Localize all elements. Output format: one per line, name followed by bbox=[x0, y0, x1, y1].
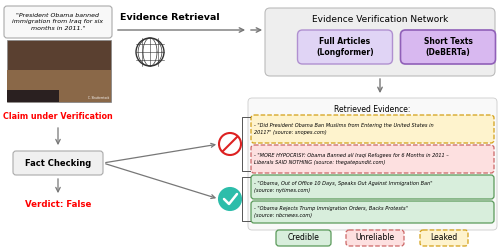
FancyBboxPatch shape bbox=[346, 230, 404, 246]
Circle shape bbox=[219, 133, 241, 155]
FancyBboxPatch shape bbox=[251, 115, 494, 143]
FancyBboxPatch shape bbox=[265, 8, 495, 76]
Text: Verdict: False: Verdict: False bbox=[25, 200, 91, 209]
Text: "President Obama banned
immigration from Iraq for six
months in 2011.": "President Obama banned immigration from… bbox=[12, 13, 104, 31]
FancyBboxPatch shape bbox=[420, 230, 468, 246]
FancyBboxPatch shape bbox=[251, 175, 494, 199]
Text: Fact Checking: Fact Checking bbox=[25, 158, 91, 167]
Text: Evidence Retrieval: Evidence Retrieval bbox=[120, 13, 220, 23]
FancyBboxPatch shape bbox=[251, 145, 494, 173]
FancyBboxPatch shape bbox=[248, 98, 497, 230]
Text: - "Obama, Out of Office 10 Days, Speaks Out Against Immigration Ban"
(source: ny: - "Obama, Out of Office 10 Days, Speaks … bbox=[254, 181, 432, 193]
Text: - "Obama Rejects Trump Immigration Orders, Backs Protests"
(source: nbcnews.com): - "Obama Rejects Trump Immigration Order… bbox=[254, 206, 408, 217]
Bar bbox=[7, 90, 59, 102]
FancyBboxPatch shape bbox=[400, 30, 496, 64]
Circle shape bbox=[136, 38, 164, 66]
Text: - "MORE HYPOCRISY: Obama Banned all Iraqi Refugees for 6 Months in 2011 –
Libera: - "MORE HYPOCRISY: Obama Banned all Iraq… bbox=[254, 154, 449, 165]
Text: Full Articles
(Longformer): Full Articles (Longformer) bbox=[316, 37, 374, 57]
FancyBboxPatch shape bbox=[251, 201, 494, 223]
FancyBboxPatch shape bbox=[298, 30, 392, 64]
Text: Retrieved Evidence:: Retrieved Evidence: bbox=[334, 105, 410, 114]
Text: Evidence Verification Network: Evidence Verification Network bbox=[312, 15, 448, 25]
Text: Unreliable: Unreliable bbox=[356, 234, 395, 243]
Text: Short Texts
(DeBERTa): Short Texts (DeBERTa) bbox=[424, 37, 472, 57]
Circle shape bbox=[219, 188, 241, 210]
Text: Credible: Credible bbox=[288, 234, 320, 243]
Text: - "Did President Obama Ban Muslims from Entering the United States in
2011?" (so: - "Did President Obama Ban Muslims from … bbox=[254, 124, 434, 135]
FancyBboxPatch shape bbox=[13, 151, 103, 175]
Text: Claim under Verification: Claim under Verification bbox=[3, 112, 113, 121]
Bar bbox=[7, 40, 111, 102]
FancyBboxPatch shape bbox=[4, 6, 112, 38]
Text: Leaked: Leaked bbox=[430, 234, 458, 243]
FancyBboxPatch shape bbox=[276, 230, 331, 246]
Bar bbox=[7, 70, 111, 102]
Text: C. Shutterstock: C. Shutterstock bbox=[88, 96, 109, 100]
